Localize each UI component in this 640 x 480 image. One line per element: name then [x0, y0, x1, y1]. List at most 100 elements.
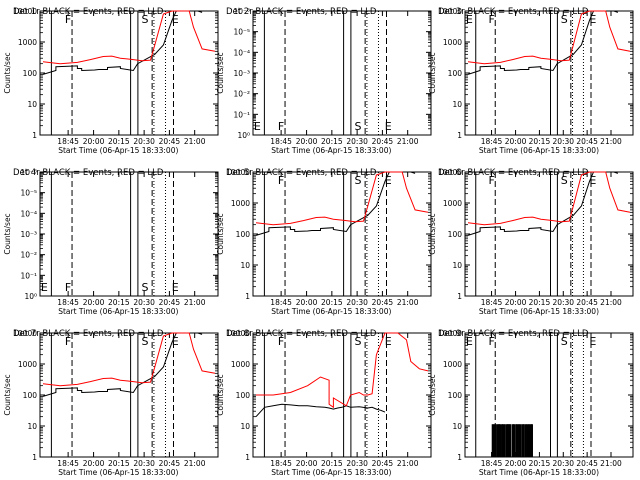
x-tick-label: 20:45 [372, 459, 394, 468]
event-bar [524, 424, 527, 457]
y-axis-label: Counts/sec [216, 52, 225, 93]
y-axis-label: Counts/sec [3, 213, 12, 254]
detector-panel: Det 1r BLACK = Events, RED = LLD 1 10 100 10… [3, 7, 219, 155]
panel-title: Det 7r BLACK = Events, RED = LLD [13, 329, 164, 339]
marker-label: E [385, 120, 392, 133]
y-tick-label: 10⁰ [24, 292, 37, 301]
y-tick-label: 10⁻³ [233, 69, 250, 78]
y-axis-label: Counts/sec [428, 213, 437, 254]
y-tick-label: 1000 [231, 199, 250, 208]
x-tick-label: 20:45 [372, 137, 394, 146]
y-tick-label: 10⁰ [237, 131, 250, 140]
event-bar [503, 424, 506, 457]
events-series-line [467, 171, 619, 236]
marker-label: E [466, 13, 473, 26]
x-tick-label: 21:00 [184, 137, 206, 146]
events-series-line [42, 332, 203, 397]
marker-label: E [589, 174, 596, 187]
x-tick-label: 20:00 [83, 459, 105, 468]
x-tick-label: 20:15 [529, 137, 551, 146]
y-tick-label: 10000 [226, 168, 250, 177]
x-tick-label: 18:45 [57, 459, 79, 468]
y-tick-label: 10 [452, 261, 462, 270]
x-axis-label: Start Time (06-Apr-15 18:33:00) [479, 468, 599, 477]
y-tick-label: 10⁻⁴ [233, 48, 250, 57]
x-axis-label: Start Time (06-Apr-15 18:33:00) [271, 468, 391, 477]
plot-frame [39, 332, 219, 458]
lld-series-line [42, 332, 216, 387]
x-tick-label: 20:45 [576, 137, 598, 146]
x-tick-label: 20:15 [321, 459, 343, 468]
x-tick-label: 21:00 [184, 459, 206, 468]
marker-label: S [354, 335, 361, 348]
marker-label: F [278, 174, 284, 187]
x-tick-label: 20:45 [159, 298, 181, 307]
y-tick-label: 1000 [443, 38, 462, 47]
y-tick-label: 100 [448, 230, 463, 239]
event-bar [502, 424, 505, 457]
x-tick-label: 20:30 [133, 298, 155, 307]
event-bar [509, 424, 512, 457]
panel-title: Det 5r BLACK = Events, RED = LLD [226, 168, 377, 178]
x-tick-label: 20:00 [83, 137, 105, 146]
marker-label: S [354, 120, 361, 133]
event-bar [497, 424, 500, 457]
marker-label: F [278, 335, 284, 348]
x-tick-label: 18:45 [481, 298, 503, 307]
detector-panel: Det 8r BLACK = Events, RED = LLD 1 10 100 10… [216, 329, 432, 477]
x-tick-label: 18:45 [270, 459, 292, 468]
marker-label: E [589, 335, 596, 348]
marker-label: F [65, 281, 71, 294]
marker-label: F [65, 13, 71, 26]
x-axis-label: Start Time (06-Apr-15 18:33:00) [271, 146, 391, 155]
x-tick-label: 20:45 [372, 298, 394, 307]
x-tick-label: 20:00 [296, 298, 318, 307]
x-tick-label: 20:00 [505, 298, 527, 307]
y-tick-label: 10 [240, 422, 250, 431]
x-tick-label: 20:15 [108, 137, 130, 146]
event-bar [521, 424, 524, 457]
event-bar [496, 424, 499, 457]
x-tick-label: 20:30 [346, 459, 368, 468]
detector-panel: Det 5r BLACK = Events, RED = LLD 1 10 100 10… [216, 168, 432, 316]
detector-panel: Det 7r BLACK = Events, RED = LLD 1 10 100 10… [3, 329, 219, 477]
event-bar [511, 424, 514, 457]
y-tick-label: 10000 [226, 329, 250, 338]
x-tick-label: 20:30 [133, 459, 155, 468]
x-tick-label: 20:00 [505, 459, 527, 468]
marker-label: S [561, 13, 568, 26]
lld-series-line [255, 171, 429, 226]
marker-label: F [489, 335, 495, 348]
x-tick-label: 18:45 [57, 298, 79, 307]
plot-frame [252, 10, 432, 136]
x-tick-label: 21:00 [397, 298, 419, 307]
x-tick-label: 20:30 [552, 298, 574, 307]
marker-label: F [65, 335, 71, 348]
x-tick-label: 20:30 [133, 137, 155, 146]
x-tick-label: 20:00 [505, 137, 527, 146]
marker-label: E [385, 174, 392, 187]
x-tick-label: 20:45 [576, 459, 598, 468]
x-tick-label: 20:15 [529, 459, 551, 468]
events-series-line [42, 10, 203, 75]
event-bar [508, 424, 511, 457]
marker-label: E [589, 13, 596, 26]
marker-label: F [489, 13, 495, 26]
x-tick-label: 20:30 [346, 298, 368, 307]
panel-title: Det 2r BLACK = Events, RED = LLD [226, 7, 377, 17]
detector-panel: Det 2r BLACK = Events, RED = LLD 10⁰ 10⁻¹ 1… [216, 7, 432, 155]
lld-series-line [42, 10, 216, 65]
y-tick-label: 10 [240, 261, 250, 270]
y-axis-label: Counts/sec [216, 213, 225, 254]
x-tick-label: 20:15 [108, 459, 130, 468]
x-tick-label: 21:00 [600, 298, 622, 307]
y-tick-label: 1 [245, 292, 250, 301]
plot-frame [464, 171, 634, 297]
x-tick-label: 20:15 [321, 298, 343, 307]
x-tick-label: 18:45 [481, 459, 503, 468]
x-tick-label: 20:15 [529, 298, 551, 307]
marker-label: S [141, 13, 148, 26]
plot-frame [464, 10, 634, 136]
y-tick-label: 10 [452, 100, 462, 109]
events-series-line [467, 10, 619, 75]
